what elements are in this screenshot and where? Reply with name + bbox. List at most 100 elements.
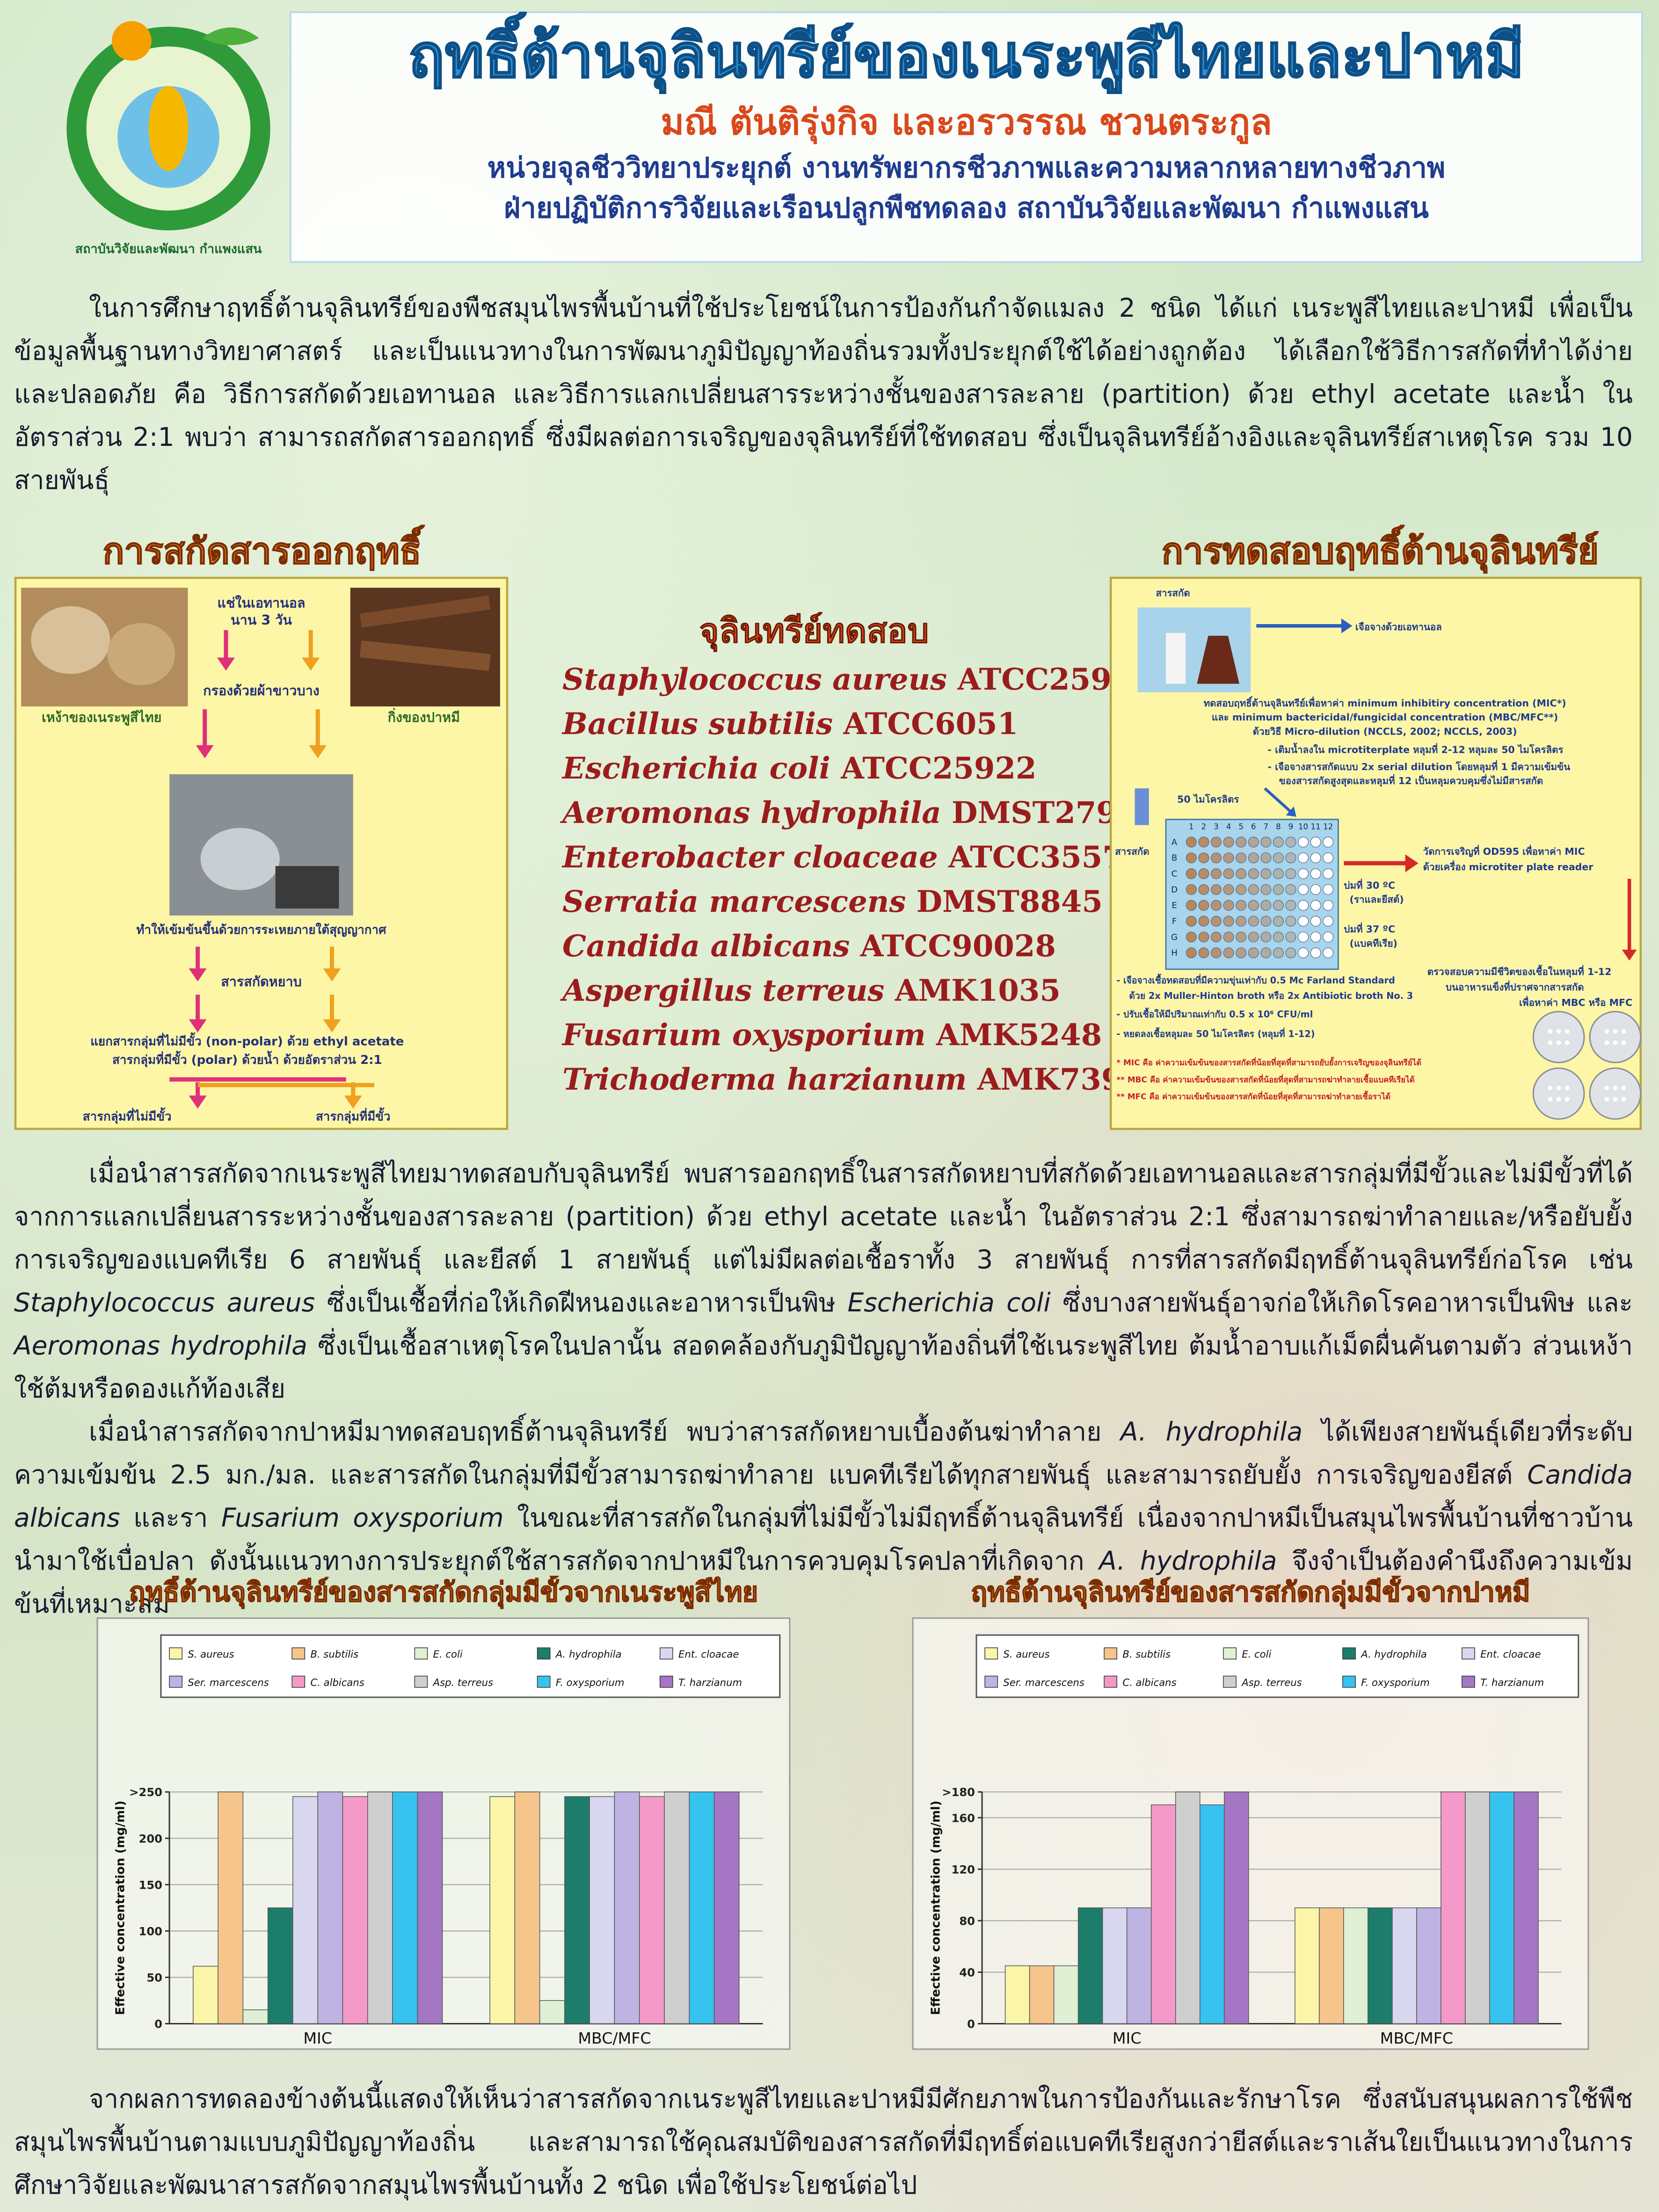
bar [639,1796,665,2024]
organism: Fusarium oxysporium AMK5248 [538,1013,1102,1057]
well [1310,900,1321,911]
well [1260,868,1272,879]
organism-strain: ATCC3557 [948,840,1123,875]
petri-dish [1589,1067,1642,1120]
well [1260,916,1272,927]
organisms: จุลินทรีย์ทดสอบ Staphylococcus aureus AT… [538,604,1153,1102]
chart: ฤทธิ์ต้านจุลินทรีย์ของสารสกัดกลุ่มมีขั้ว… [96,1576,791,2050]
well [1310,931,1321,943]
y-tick-label: 120 [952,1863,975,1876]
bar [564,1796,590,2024]
well [1198,900,1209,911]
photo-detail [1165,633,1186,684]
colony [1556,1029,1561,1034]
bar [713,1791,740,2024]
photo-detail [275,866,339,909]
legend-label: F. oxysporium [556,1677,625,1688]
bar [1513,1791,1539,2024]
diagram-label: * MIC คือ ค่าความเข้มข้นของสารสกัดที่น้อ… [1116,1056,1421,1068]
photo-detail [200,828,280,890]
well [1198,852,1209,864]
logo-leaf [202,27,259,45]
species-name: Aeromonas hydrophila [14,1331,308,1361]
well [1236,931,1247,943]
diagram-label: 50 ไมโครลิตร [1177,793,1239,805]
y-tick-label: >250 [129,1786,162,1799]
diagram-label: - ปรับเชื้อให้มีปริมาณเท่ากับ 0.5 x 10⁶ … [1116,1007,1313,1019]
diagram-label: ** MFC คือ ค่าความเข้มข้นของสารสกัดที่น้… [1116,1091,1390,1102]
well [1186,868,1197,879]
bar [1053,1965,1079,2024]
plate-col: 6 [1251,822,1256,831]
bar [1004,1965,1030,2024]
well [1260,931,1272,943]
bar [267,1907,293,2024]
well [1298,852,1309,864]
results-paragraph: เมื่อนำสารสกัดจากเนระพูสีไทยมาทดสอบกับจุ… [14,1152,1633,1410]
well [1211,884,1222,895]
plate-row: C [1171,869,1178,879]
well [1273,868,1284,879]
arrow-head [189,1019,207,1033]
petri-dish [1532,1011,1585,1063]
arrow-head [1622,949,1637,961]
legend-swatch [291,1675,306,1688]
legend-label: Ser. marcescens [188,1677,269,1688]
legend-swatch [1104,1675,1118,1688]
organism-strain: AMK1035 [895,973,1061,1008]
arrow-head [189,1095,207,1109]
well [1186,916,1197,927]
organism-strain: AMK5248 [936,1018,1102,1053]
bar [1175,1791,1201,2024]
well [1285,900,1296,911]
well [1273,852,1284,864]
affiliation: หน่วยจุลชีววิทยาประยุกต์ งานทรัพยากรชีวภ… [487,152,1446,184]
plate-col: 12 [1323,822,1333,831]
legend-label: Asp. terreus [432,1677,493,1688]
organisms-title: จุลินทรีย์ทดสอบ [699,611,929,651]
petri-dish [1532,1067,1585,1120]
organism: Candida albicans ATCC90028 [538,924,1090,968]
well [1248,852,1259,864]
well [1273,931,1284,943]
legend-label: S. aureus [1003,1648,1049,1660]
well [1285,916,1296,927]
legend-swatch [537,1675,551,1688]
colony [1613,1085,1618,1091]
y-tick-label: 80 [959,1914,975,1928]
plate-row: H [1171,948,1178,958]
bar [1126,1907,1152,2024]
well [1323,852,1334,864]
well [1260,852,1272,864]
legend-swatch [1462,1647,1475,1659]
plate-col: 5 [1238,822,1244,831]
logo-figure [148,86,189,171]
diagram-label: (ราและยีสต์) [1350,894,1404,905]
diagram-label: กิ่งของปาหมี [388,707,460,725]
well [1211,852,1222,864]
diagram-label: สารสกัด [1115,846,1149,857]
bar [367,1791,393,2024]
photo-detail [359,640,491,671]
diagram-label: ด้วย 2x Muller-Hinton broth หรือ 2x Anti… [1129,990,1413,1001]
chart: ฤทธิ์ต้านจุลินทรีย์ของสารสกัดกลุ่มมีขั้ว… [912,1576,1589,2050]
legend-label: Ent. cloacae [1480,1648,1541,1660]
well [1310,947,1321,959]
organism: Aspergillus terreus AMK1035 [538,968,1090,1013]
bar [1465,1791,1490,2024]
plate-col: 3 [1214,822,1219,831]
well [1223,916,1234,927]
diagram-label: บ่มที่ 37 ºC [1344,922,1396,935]
petri-dish [1589,1011,1642,1063]
plate-col: 8 [1276,822,1281,831]
plate-col: 7 [1264,822,1269,831]
legend-swatch [659,1647,673,1659]
arrow-head [323,1019,341,1033]
organism-name: Trichoderma harzianum [562,1062,967,1097]
organism: Bacillus subtilis ATCC6051 [538,702,1090,746]
legend-swatch [984,1647,998,1659]
colony [1564,1085,1570,1091]
organism: Escherichia coli ATCC25922 [538,746,1090,791]
text: และรา [120,1503,221,1533]
